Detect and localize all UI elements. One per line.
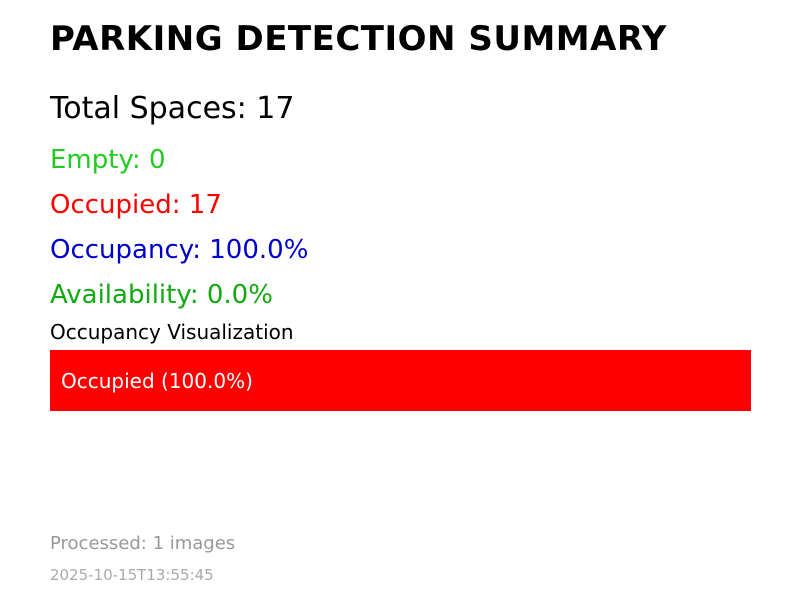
empty-count-text: Empty: 0 bbox=[50, 145, 166, 175]
occupancy-bar-label: Occupied (100.0%) bbox=[61, 369, 253, 393]
occupied-count-text: Occupied: 17 bbox=[50, 190, 222, 220]
processed-count-text: Processed: 1 images bbox=[50, 533, 236, 554]
timestamp-text: 2025-10-15T13:55:45 bbox=[50, 566, 214, 584]
occupancy-percent-text: Occupancy: 100.0% bbox=[50, 235, 309, 265]
visualization-title: Occupancy Visualization bbox=[50, 320, 294, 344]
total-spaces-text: Total Spaces: 17 bbox=[50, 91, 295, 126]
occupancy-bar: Occupied (100.0%) bbox=[50, 350, 751, 411]
page-title: PARKING DETECTION SUMMARY bbox=[50, 19, 667, 59]
availability-percent-text: Availability: 0.0% bbox=[50, 280, 273, 310]
occupancy-bar-fill bbox=[50, 350, 751, 411]
